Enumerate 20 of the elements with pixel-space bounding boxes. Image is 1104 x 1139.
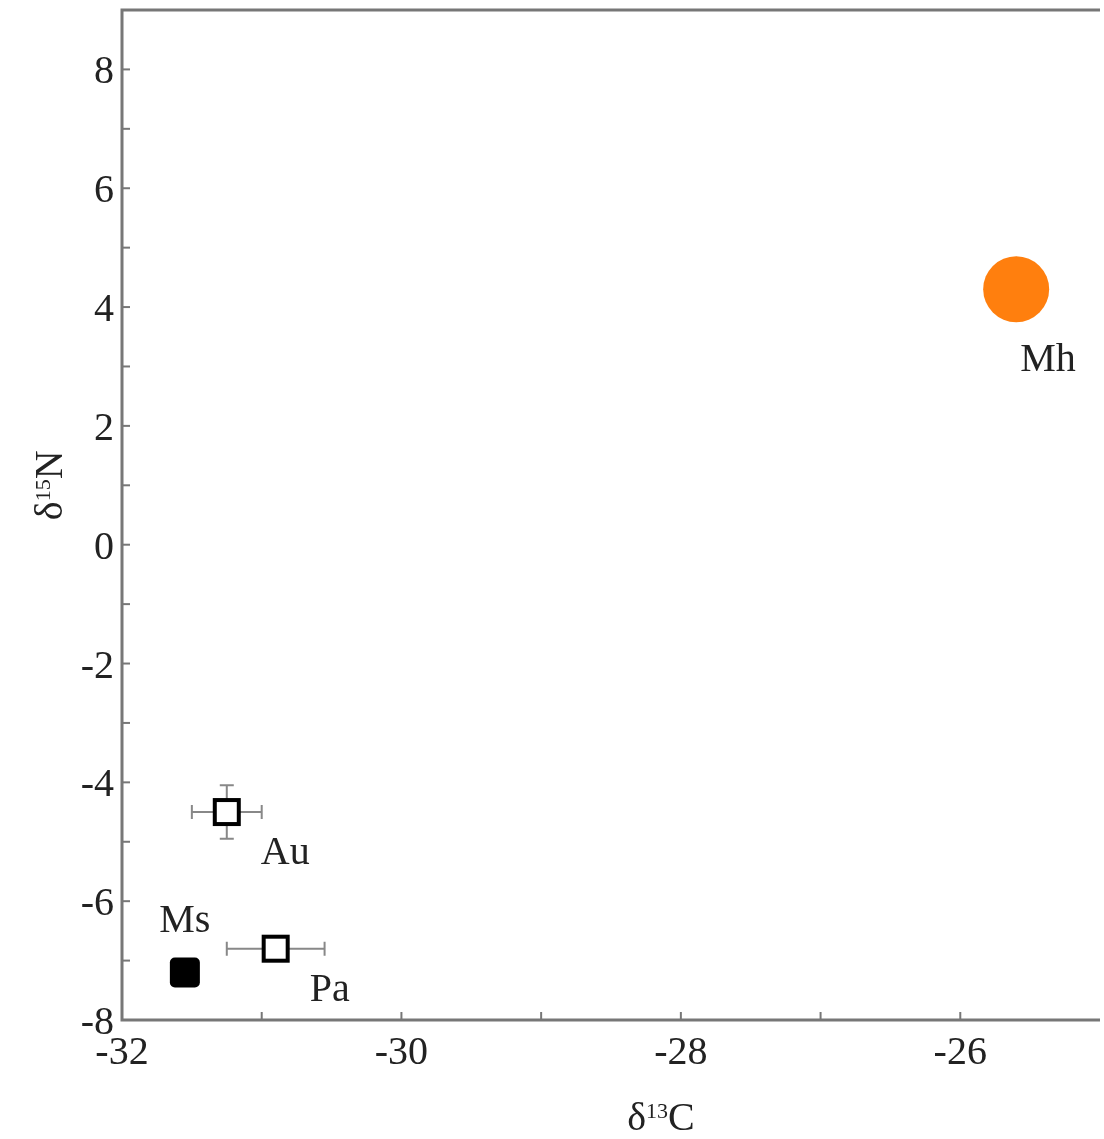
- x-tick-label: -30: [374, 1028, 429, 1073]
- point: [261, 934, 290, 963]
- x-tick-label: -28: [654, 1028, 708, 1073]
- series-label: Ms: [159, 896, 211, 942]
- y-tick-label: 2: [94, 403, 114, 449]
- y-tick-label: -4: [80, 760, 114, 806]
- y-tick-label: 4: [94, 285, 114, 331]
- y-tick-label: -2: [80, 641, 114, 687]
- y-tick-label: 0: [94, 522, 114, 568]
- point: [169, 957, 200, 988]
- series-label: Au: [260, 828, 310, 874]
- point: [983, 256, 1050, 323]
- point: [212, 798, 241, 827]
- y-tick-label: 8: [94, 47, 114, 93]
- series-label: Mh: [1020, 335, 1076, 381]
- y-tick-label: 6: [94, 166, 114, 212]
- x-tick-label: -26: [933, 1028, 987, 1073]
- y-tick-label: -6: [80, 879, 114, 925]
- series-label: Pa: [309, 964, 350, 1010]
- x-axis-title: δ$^{13}$C: [627, 1094, 695, 1139]
